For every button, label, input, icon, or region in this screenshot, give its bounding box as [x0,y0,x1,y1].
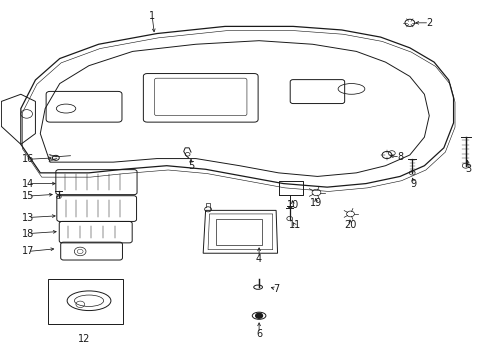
Text: 17: 17 [22,247,34,256]
Text: 4: 4 [256,253,262,264]
Text: 9: 9 [410,179,416,189]
Circle shape [255,313,262,318]
Text: 7: 7 [272,284,279,294]
Text: 3: 3 [464,164,470,174]
Bar [47,279,122,324]
Text: 18: 18 [22,229,34,239]
Text: 12: 12 [78,334,90,344]
Text: 16: 16 [22,154,34,164]
Text: 2: 2 [425,18,431,28]
Text: 5: 5 [187,161,194,171]
Text: 8: 8 [396,152,402,162]
Text: 6: 6 [256,329,262,339]
Text: 13: 13 [22,212,34,222]
Text: 19: 19 [310,198,322,208]
Bar [216,219,262,245]
Text: 11: 11 [288,220,300,230]
Text: 14: 14 [22,179,34,189]
Text: 15: 15 [22,191,34,201]
Text: 1: 1 [149,11,155,21]
Text: 10: 10 [286,200,299,210]
Text: 20: 20 [344,220,356,230]
